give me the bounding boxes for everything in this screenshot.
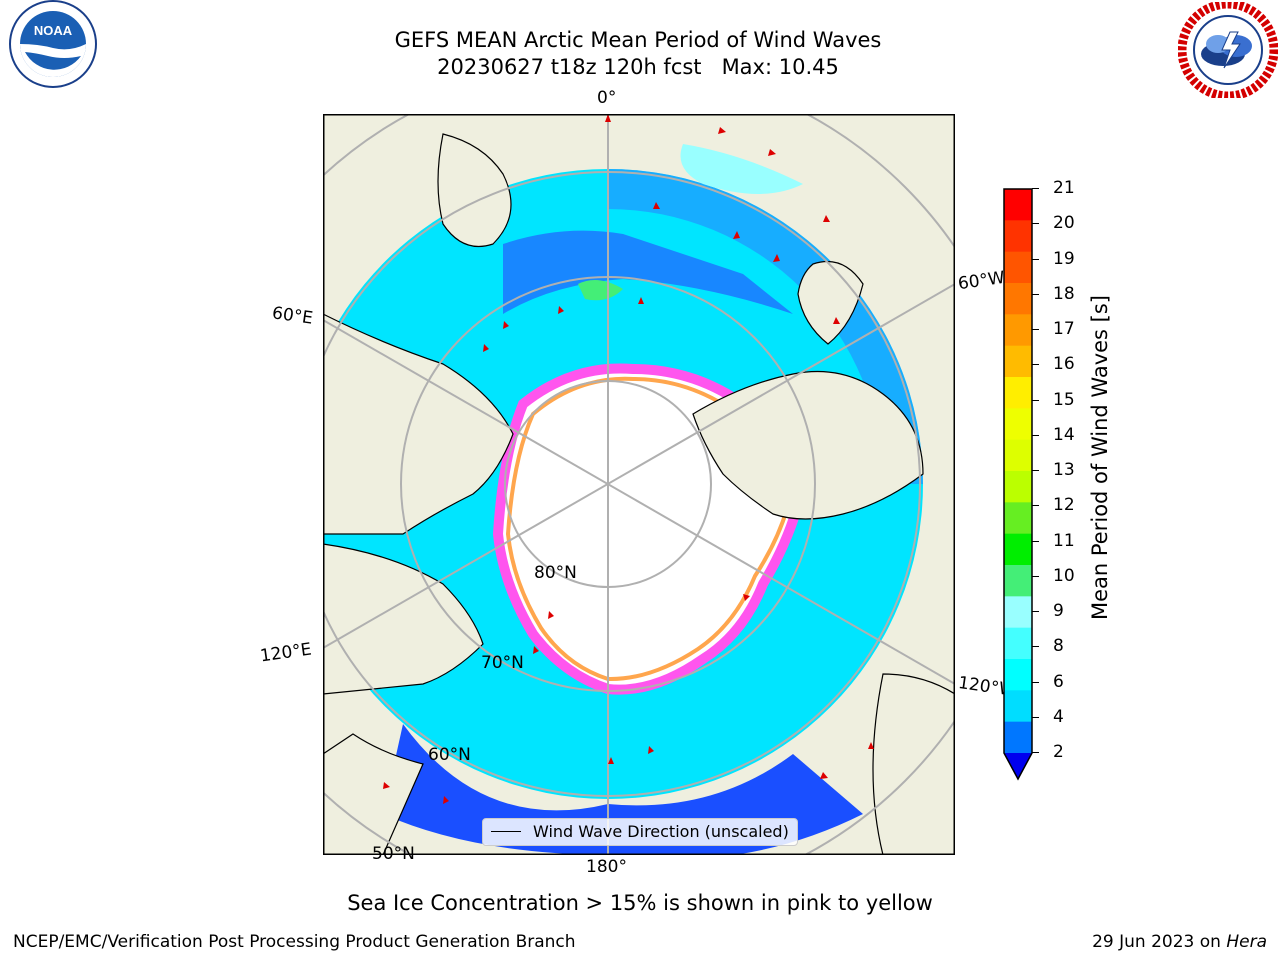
- siberia-landmass: [323, 313, 514, 535]
- kamchatka: [323, 733, 424, 855]
- colorbar-tick-mark: [1032, 540, 1039, 542]
- lon-label-120e: 120°E: [258, 639, 313, 667]
- colorbar-segment: [1004, 596, 1032, 629]
- lon-label-60e: 60°E: [270, 303, 315, 329]
- colorbar-tick-mark: [1032, 681, 1039, 683]
- colorbar-tick-mark: [1032, 399, 1039, 401]
- colorbar-tick-label: 6: [1053, 671, 1064, 692]
- footer-date-text: 29 Jun 2023 on: [1092, 932, 1227, 952]
- colorbar-tick-label: 15: [1053, 389, 1075, 410]
- colorbar-tick-label: 2: [1053, 742, 1064, 762]
- colorbar-tick-label: 13: [1053, 460, 1075, 480]
- footer-date: 29 Jun 2023 on Hera: [1092, 932, 1267, 952]
- colorbar-tick-label: 20: [1053, 213, 1075, 234]
- colorbar-tick-label: 21: [1053, 178, 1075, 198]
- colorbar-segment: [1004, 189, 1032, 221]
- graticule: [323, 114, 955, 855]
- colorbar-tick-label: 9: [1053, 601, 1064, 621]
- lat-label-50n: 50°N: [372, 844, 415, 864]
- map-legend: Wind Wave Direction (unscaled): [482, 818, 798, 846]
- colorbar-tick-label: 18: [1053, 283, 1075, 304]
- chart-subtitle: 20230627 t18z 120h fcst Max: 10.45: [437, 55, 839, 79]
- colorbar-tick-label: 16: [1053, 354, 1075, 375]
- colorbar-tick-mark: [1032, 258, 1039, 260]
- colorbar-segment: [1004, 533, 1032, 566]
- colorbar-tick-mark: [1032, 223, 1039, 225]
- lon-label-0: 0°: [597, 88, 617, 108]
- colorbar-under-triangle: [1004, 753, 1032, 779]
- colorbar-tick-mark: [1032, 293, 1039, 295]
- lat-label-70n: 70°N: [481, 653, 524, 673]
- colorbar-tick-mark: [1032, 646, 1039, 648]
- colorbar-segment: [1004, 502, 1032, 535]
- colorbar-segment: [1004, 220, 1032, 253]
- lat-label-60n: 60°N: [428, 745, 471, 765]
- colorbar-tick-label: 17: [1053, 319, 1075, 339]
- colorbar-tick-mark: [1032, 505, 1039, 507]
- colorbar-tick-mark: [1032, 470, 1039, 471]
- colorbar-outline: [1003, 188, 1033, 781]
- wave-zone-green: [578, 280, 623, 301]
- colorbar-segment: [1004, 471, 1032, 503]
- colorbar-segment: [1004, 627, 1032, 660]
- ice-edge-orange: [505, 376, 796, 682]
- east-siberia-landmass: [323, 543, 484, 695]
- colorbar-tick-mark: [1032, 364, 1039, 366]
- colorbar-tick-mark: [1032, 611, 1039, 612]
- colorbar-tick-label: 4: [1053, 706, 1064, 727]
- colorbar-tick-mark: [1032, 434, 1039, 436]
- nws-logo: [1178, 2, 1278, 98]
- footer-machine: Hera: [1226, 932, 1267, 952]
- colorbar-segment: [1004, 721, 1032, 754]
- colorbar-tick-mark: [1032, 716, 1039, 718]
- colorbar-label: Mean Period of Wind Waves [s]: [1088, 295, 1112, 620]
- colorbar-tick-mark: [1032, 575, 1039, 577]
- chart-title: GEFS MEAN Arctic Mean Period of Wind Wav…: [394, 28, 882, 52]
- alaska: [872, 673, 955, 855]
- colorbar-tick-label: 12: [1053, 495, 1075, 516]
- colorbar-segment: [1004, 251, 1032, 284]
- sea-ice-caption: Sea Ice Concentration > 15% is shown in …: [347, 891, 933, 915]
- colorbar-segment: [1004, 439, 1032, 472]
- legend-line-icon: [491, 831, 521, 832]
- colorbar-segment: [1004, 565, 1032, 597]
- colorbar-tick-mark: [1032, 752, 1039, 753]
- colorbar-segment: [1004, 408, 1032, 441]
- wave-zone-norwegian: [503, 230, 793, 314]
- colorbar-tick-mark: [1032, 188, 1039, 189]
- colorbar-tick-label: 11: [1053, 530, 1075, 551]
- colorbar-tick-mark: [1032, 329, 1039, 330]
- ice-edge-pink: [492, 363, 809, 695]
- wind-wave-arrows: [383, 114, 874, 804]
- colorbar-tick-label: 19: [1053, 248, 1075, 269]
- colorbar-segment: [1004, 283, 1032, 315]
- lon-label-180: 180°: [586, 857, 627, 877]
- footer-credit: NCEP/EMC/Verification Post Processing Pr…: [13, 932, 576, 952]
- colorbar-tick-label: 14: [1053, 424, 1075, 445]
- colorbar-segment: [1004, 659, 1032, 691]
- colorbar-segment: [1004, 314, 1032, 347]
- colorbar-segment: [1004, 377, 1032, 409]
- noaa-logo: NOAA: [9, 0, 97, 88]
- scandinavia: [437, 133, 512, 248]
- lon-label-60w: 60°W: [956, 267, 1007, 295]
- colorbar: [1003, 188, 1033, 781]
- colorbar-tick-label: 10: [1053, 565, 1075, 586]
- colorbar-segment: [1004, 690, 1032, 723]
- legend-label: Wind Wave Direction (unscaled): [533, 822, 789, 841]
- colorbar-segment: [1004, 345, 1032, 378]
- polar-map: [323, 114, 955, 855]
- lat-label-80n: 80°N: [534, 563, 577, 583]
- colorbar-tick-label: 8: [1053, 636, 1064, 657]
- noaa-logo-text: NOAA: [34, 23, 73, 38]
- map-frame: [323, 114, 955, 855]
- wave-zone-light: [680, 144, 803, 194]
- canada-landmass: [692, 370, 924, 520]
